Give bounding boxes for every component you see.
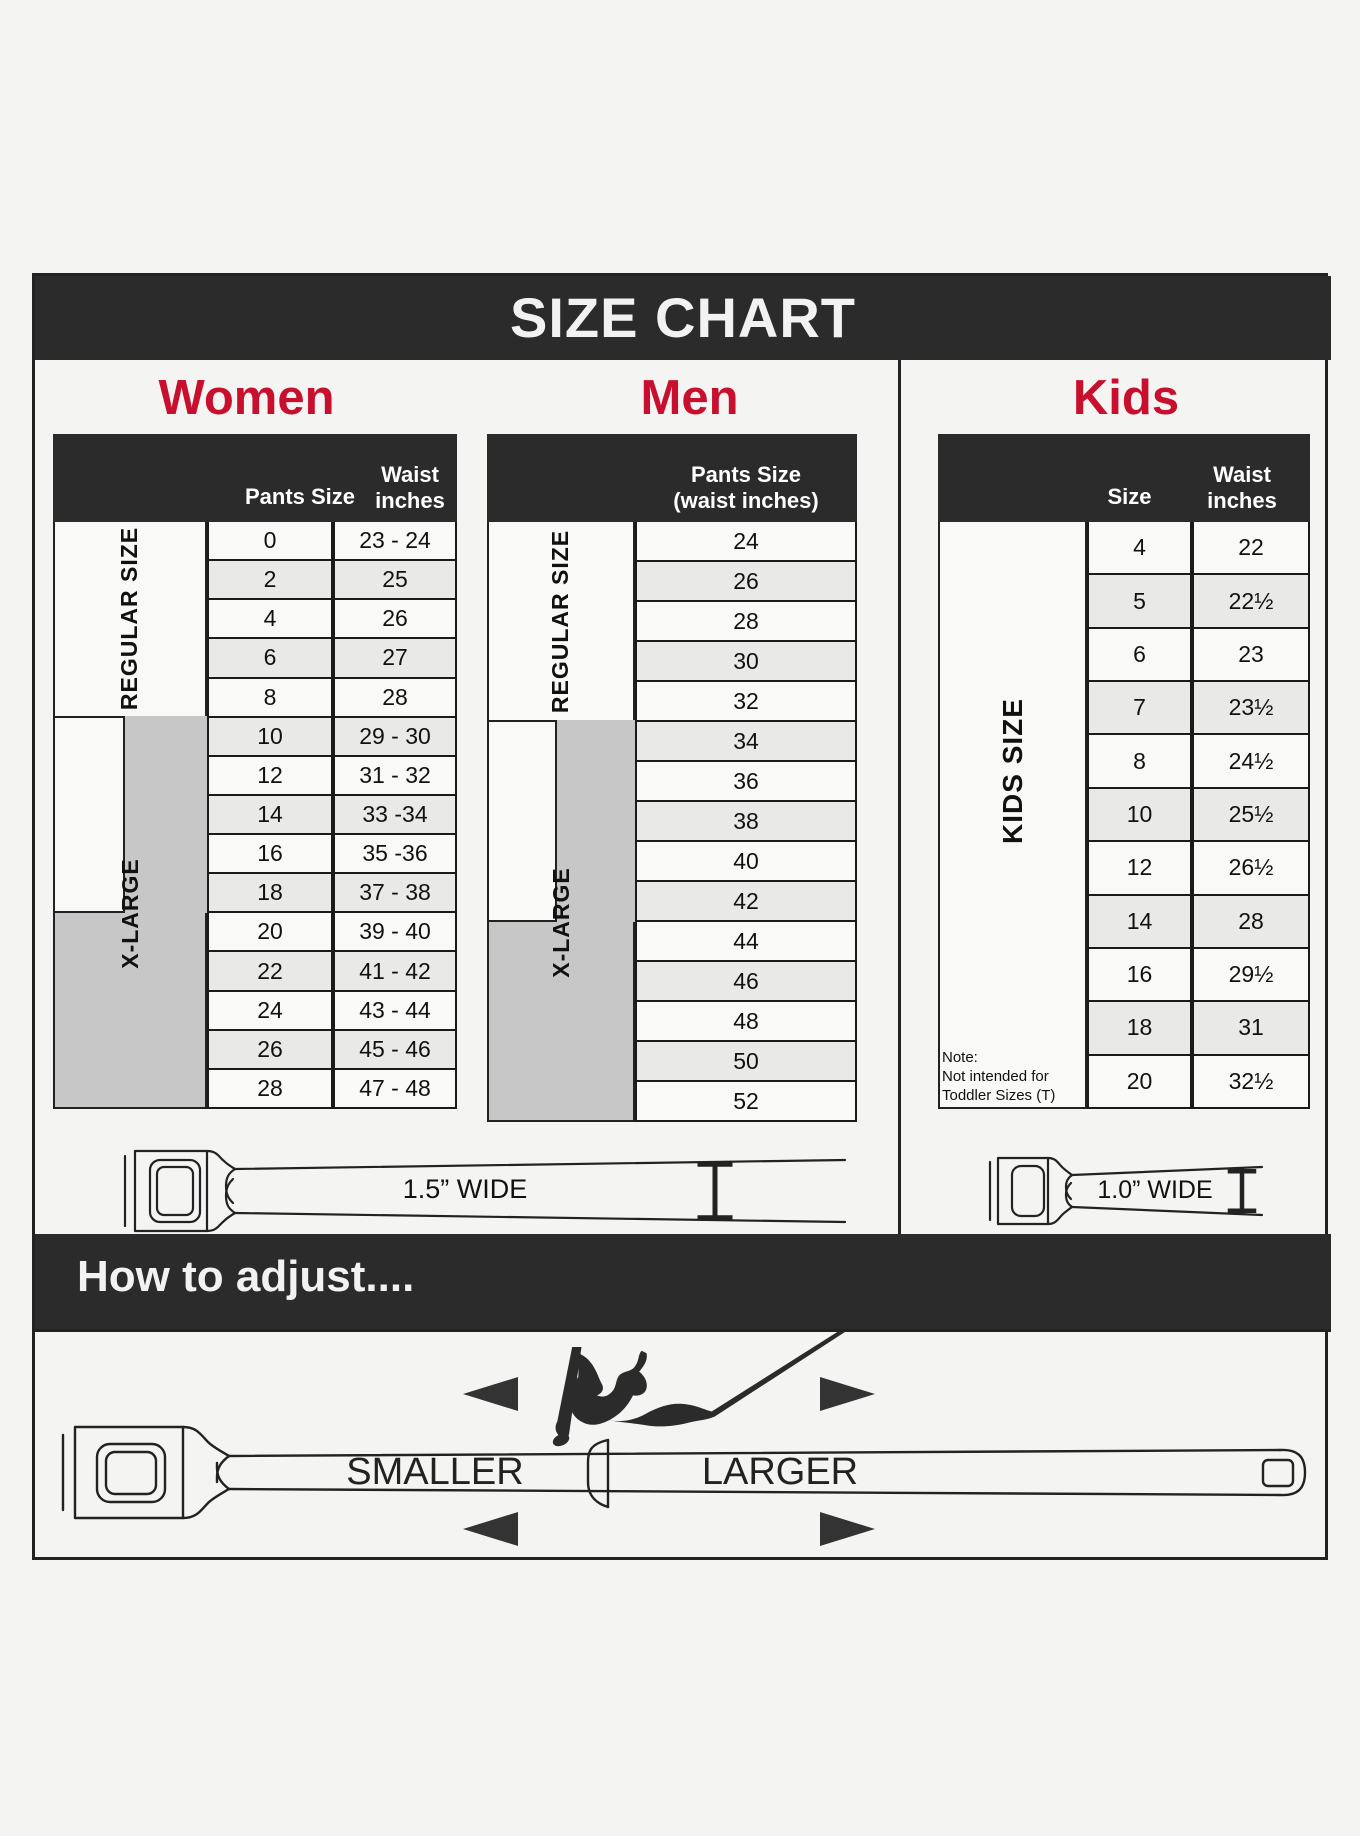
svg-text:1.5” WIDE: 1.5” WIDE xyxy=(403,1174,528,1204)
svg-text:LARGER: LARGER xyxy=(702,1451,858,1493)
svg-text:SMALLER: SMALLER xyxy=(346,1451,523,1493)
svg-text:1.0” WIDE: 1.0” WIDE xyxy=(1097,1176,1212,1204)
